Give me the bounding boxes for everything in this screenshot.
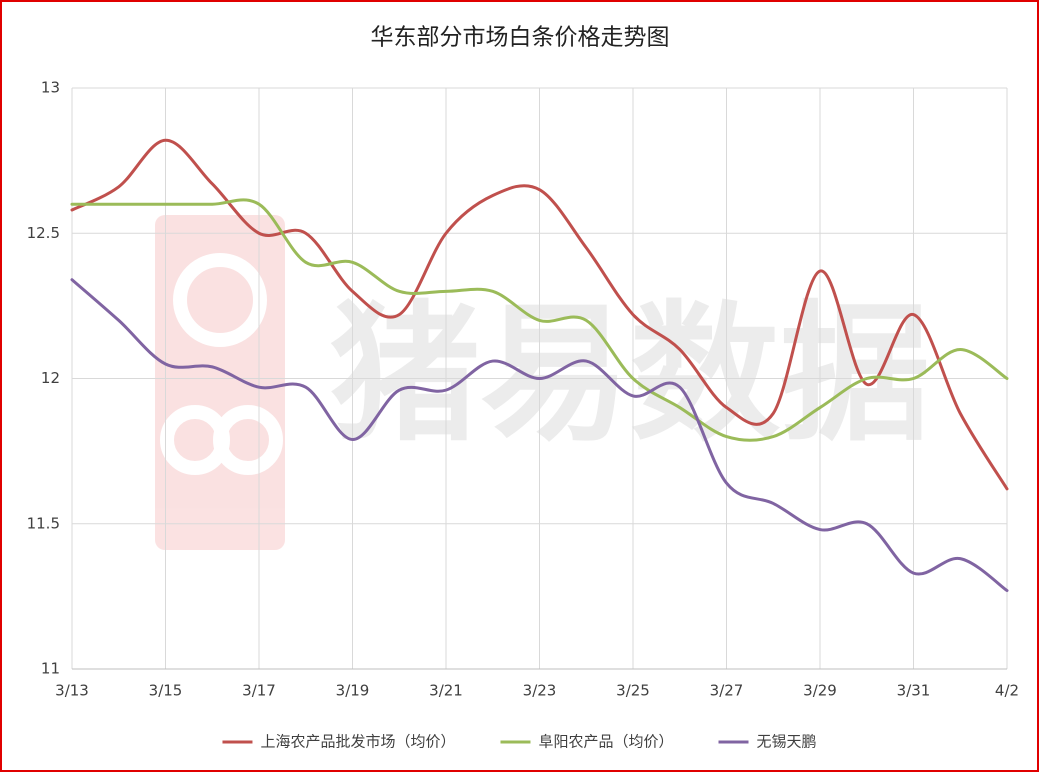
y-tick-label: 11 xyxy=(41,660,60,678)
x-tick-label: 3/19 xyxy=(336,682,370,700)
series-line xyxy=(70,198,1009,442)
x-tick-label: 3/15 xyxy=(149,682,183,700)
y-tick-label: 12 xyxy=(41,369,60,387)
y-tick-label: 12.5 xyxy=(27,224,60,242)
watermark-logo xyxy=(155,215,285,550)
x-tick-label: 3/17 xyxy=(242,682,276,700)
x-tick-label: 3/31 xyxy=(897,682,931,700)
x-tick-label: 4/2 xyxy=(995,682,1019,700)
legend: 上海农产品批发市场（均价） 阜阳农产品（均价） 无锡天鹏 xyxy=(222,733,817,751)
legend-label: 上海农产品批发市场（均价） xyxy=(260,733,455,751)
chart-title: 华东部分市场白条价格走势图 xyxy=(371,25,670,51)
y-tick-label: 11.5 xyxy=(27,514,60,532)
x-tick-label: 3/29 xyxy=(803,682,837,700)
series-line xyxy=(70,138,1009,491)
legend-label: 无锡天鹏 xyxy=(757,733,817,751)
x-tick-label: 3/13 xyxy=(55,682,89,700)
y-tick-label: 13 xyxy=(41,79,60,97)
legend-label: 阜阳农产品（均价） xyxy=(538,733,673,751)
x-tick-label: 3/21 xyxy=(429,682,463,700)
series-line xyxy=(70,278,1009,593)
x-tick-label: 3/25 xyxy=(616,682,650,700)
x-tick-label: 3/27 xyxy=(710,682,744,700)
x-tick-label: 3/23 xyxy=(523,682,557,700)
